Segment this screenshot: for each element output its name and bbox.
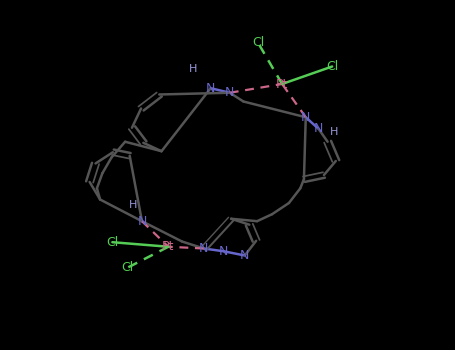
Text: N: N [301,111,310,124]
Text: N: N [199,242,208,255]
Text: N: N [137,215,147,228]
Text: H: H [189,64,197,74]
Text: N: N [225,86,234,99]
Text: H: H [330,127,339,137]
Text: Cl: Cl [252,36,264,49]
Text: N: N [206,82,215,95]
Text: Pt: Pt [162,240,175,253]
Text: Pt: Pt [276,77,288,91]
Text: N: N [314,122,323,135]
Text: N: N [219,245,228,258]
Text: Cl: Cl [106,236,118,249]
Text: Cl: Cl [326,60,338,73]
Text: H: H [129,201,137,210]
Text: Cl: Cl [121,261,133,274]
Text: N: N [240,249,249,262]
